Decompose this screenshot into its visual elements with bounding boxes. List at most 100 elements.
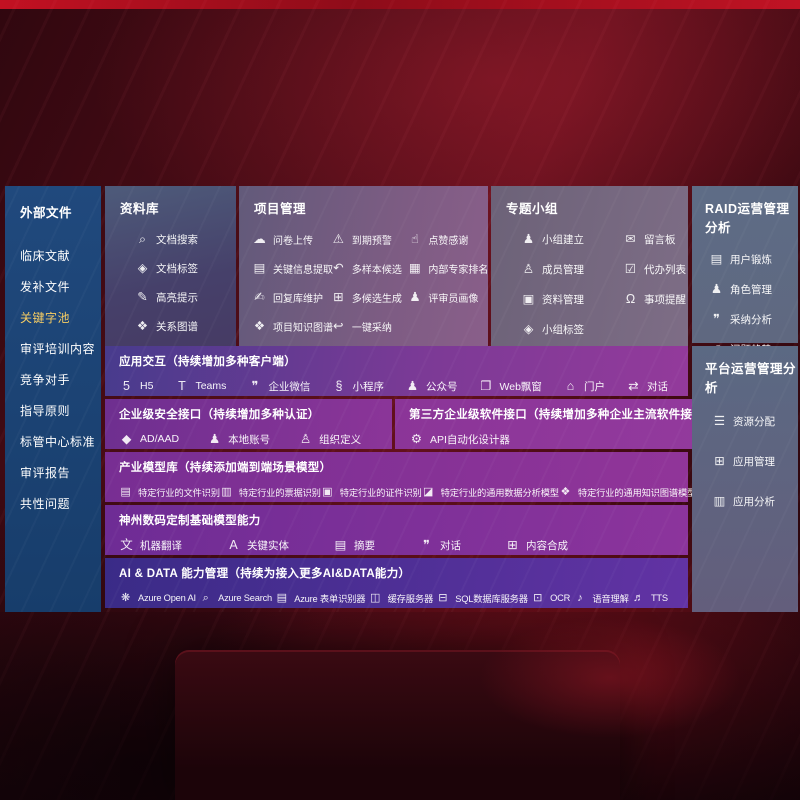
feature-label: 对话 [440,539,461,552]
doc-tag-icon: ◈ [137,260,148,275]
feature-item: ▤ 特定行业的文件识别 [119,483,220,501]
feature-label: 文档标签 [156,262,198,275]
feature-item: ⊞ 多候选生成 [331,288,408,306]
chat-dialog-icon: ❞ [423,537,430,552]
miniprogram-icon: § [335,378,343,393]
feature-label: 门户 [583,380,605,393]
feature-item: § 小程序 [331,377,383,395]
reminder-bell-icon: Ω [625,291,636,306]
feature-item: ↶ 多样本候选 [331,259,408,277]
azure-form-recognizer-icon: ▤ [276,591,287,604]
repository-list: ⌕ 文档搜索 ◈ 文档标签 ✎ 高亮提示 ❖ 关系图谱 [105,230,236,364]
feature-label: 应用管理 [733,455,775,468]
industry-model-title: 产业模型库（持续添加端到端场景模型） [119,462,332,474]
feature-label: 文档搜索 [156,233,198,246]
feature-item: ◈ 文档标签 [135,259,236,277]
feature-label: 代办列表 [644,263,686,276]
official-account-icon: ♟ [406,378,419,393]
feature-item: ✍ 回复库维护 [252,288,331,306]
feature-item: ♟ 本地账号 [207,430,270,448]
base-model-band: 神州数码定制基础模型能力 文 机器翻译 A 关键实体 ▤ 摘要 ❞ [105,505,688,555]
top-panels-row: 资料库 ⌕ 文档搜索 ◈ 文档标签 ✎ 高亮提示 [105,186,688,364]
feature-label: 特定行业的证件识别 [339,488,422,498]
project-management-grid: ☁ 问卷上传 ⚠ 到期预警 ☝ 点赞感谢 ▤ 关键信息提取 [239,230,488,335]
repository-panel: 资料库 ⌕ 文档搜索 ◈ 文档标签 ✎ 高亮提示 [105,186,236,364]
expert-ranking-icon: ▦ [409,260,421,275]
external-files-title: 外部文件 [20,206,73,220]
web-popup-icon: ❐ [480,378,492,393]
feature-item: ♟ 公众号 [405,377,458,395]
topic-group-grid: ♟ 小组建立 ✉ 留言板 ♙ 成员管理 ☑ 代办列表 [491,230,688,338]
feature-item: ◆ AD/AAD [119,430,179,448]
feature-label: 内容合成 [526,539,568,552]
feature-label: API自动化设计器 [430,433,510,446]
feature-label: 一键采纳 [351,322,392,334]
base-model-title: 神州数码定制基础模型能力 [119,515,261,527]
feature-item: ❖ 特定行业的通用知识图谱模型 [559,483,697,501]
feature-item: ▤ 关键信息提取 [252,259,333,277]
machine-translation-icon: 文 [120,537,133,552]
project-knowledge-graph-icon: ❖ [253,318,266,333]
raid-analysis-panel: RAID运营管理分析 ▤ 用户锻炼 ♟ 角色管理 ❞ 采纳分析 ↗ [692,186,798,356]
feature-label: 本地账号 [228,433,271,446]
tts-icon: ♬ [633,591,644,604]
external-file-item: 指导原则 [20,404,71,418]
feature-item: 5 H5 [119,377,153,395]
ad-aad-icon: ◆ [121,431,132,446]
group-create-icon: ♟ [522,231,535,246]
feature-label: 成员管理 [542,263,584,276]
feature-label: Azure 表单识别器 [294,594,366,604]
feature-item: ◪ 特定行业的通用数据分析模型 [422,483,559,501]
third-party-interface-band: 第三方企业级软件接口（持续增加多种企业主流软件接口） ⚙ API自动化设计器 [395,399,726,449]
background-device-silhouette [175,650,620,800]
feature-label: 多候选生成 [351,293,402,305]
feature-item: ❖ 关系图谱 [135,317,236,335]
feature-item: ❖ 项目知识图谱 [252,317,333,335]
topic-group-panel: 专题小组 ♟ 小组建立 ✉ 留言板 ♙ 成员管理 [491,186,688,364]
feature-label: H5 [140,380,154,392]
ocr-icon: ⊡ [533,591,543,604]
api-designer-icon: ⚙ [410,431,423,446]
app-interaction-items: 5 H5 T Teams ❞ 企业微信 § 小程序 ♟ [119,377,678,395]
feature-item: ⚙ API自动化设计器 [409,430,510,448]
material-manage-icon: ▣ [522,291,535,306]
industry-model-band: 产业模型库（持续添加端到端场景模型） ▤ 特定行业的文件识别 ▥ 特定行业的票据… [105,452,696,502]
feature-item: ⊞ 内容合成 [505,536,568,554]
resource-allocation-icon: ☰ [713,413,726,428]
feature-label: 特定行业的文件识别 [138,488,220,498]
feature-label: OCR [550,593,571,603]
feature-item: ⊟ SQL数据库服务器 [436,589,528,607]
feature-item: ❐ Web飘窗 [479,377,542,395]
feature-label: 关键实体 [247,539,289,552]
member-manage-icon: ♙ [522,261,535,276]
key-entity-icon: A [229,537,238,552]
feature-item: ▥ 应用分析 [712,492,798,510]
speech-understanding-icon: ♪ [577,591,583,604]
feature-label: 企业微信 [268,380,311,393]
one-click-adopt-icon: ↩ [333,318,344,333]
feature-item: ✎ 高亮提示 [135,288,236,306]
key-info-extract-icon: ▤ [253,260,266,275]
feature-item: ⌕ 文档搜索 [135,230,236,248]
feature-label: SQL数据库服务器 [455,594,528,604]
external-file-item: 关键字池 [20,311,71,325]
external-files-panel: 外部文件 临床文献 发补文件 关键字池 审评培训内容 竞争对手 指导原则 [5,186,101,612]
local-account-icon: ♟ [208,431,221,446]
ai-data-title: AI & DATA 能力管理（持续为接入更多AI&DATA能力） [119,568,411,580]
raid-analysis-title: RAID运营管理分析 [705,202,790,235]
base-model-items: 文 机器翻译 A 关键实体 ▤ 摘要 ❞ 对话 ⊞ [119,536,678,554]
external-file-item: 审评报告 [20,466,71,480]
feature-label: 留言板 [644,233,676,246]
feature-label: 内部专家排名 [428,264,489,276]
thumbs-up-icon: ☝ [411,231,419,246]
feature-item: ☑ 代办列表 [623,260,688,278]
feature-item: A 关键实体 [226,536,289,554]
external-file-item: 临床文献 [20,249,71,263]
feature-item: Ω 事项提醒 [623,290,688,308]
azure-openai-icon: ❋ [120,591,131,604]
feature-item: ▣ 资料管理 [521,290,623,308]
feature-label: 语音理解 [592,594,629,604]
third-party-interface-title: 第三方企业级软件接口（持续增加多种企业主流软件接口） [409,409,716,421]
feature-item: ⇄ 对话 [626,377,668,395]
repository-title: 资料库 [120,202,160,216]
